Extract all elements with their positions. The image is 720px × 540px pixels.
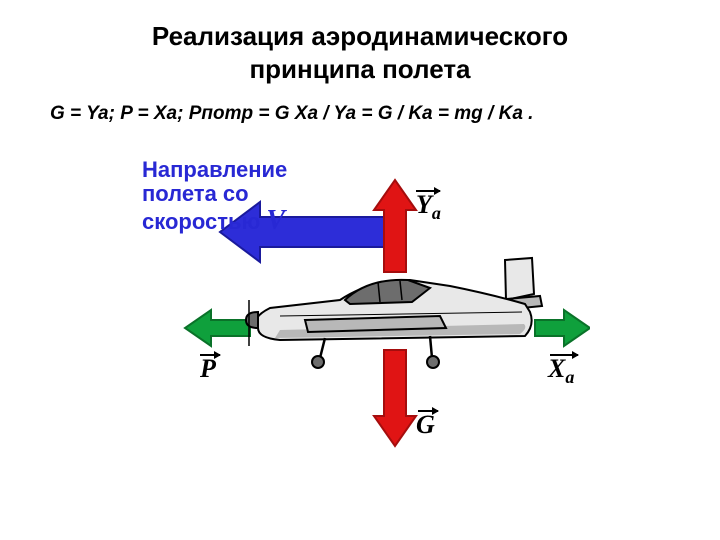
drag-arrow bbox=[535, 310, 590, 346]
title-line1: Реализация аэродинамического bbox=[152, 21, 568, 51]
g-letter: G bbox=[416, 410, 435, 439]
ya-letter: Y bbox=[416, 190, 432, 219]
p-letter: P bbox=[200, 354, 216, 383]
flight-direction-text: Направление полета со скоростью V bbox=[142, 158, 287, 237]
fd-line3-prefix: скоростью bbox=[142, 209, 266, 234]
gravity-label: G bbox=[416, 410, 435, 440]
force-diagram: Направление полета со скоростью V Ya Xa … bbox=[130, 160, 590, 480]
page-title: Реализация аэродинамического принципа по… bbox=[0, 0, 720, 85]
thrust-label: P bbox=[200, 354, 216, 384]
thrust-arrow bbox=[185, 310, 250, 346]
xa-letter: X bbox=[548, 354, 565, 383]
fd-line2: полета со bbox=[142, 181, 249, 206]
gravity-arrow bbox=[374, 350, 416, 446]
fd-line1: Направление bbox=[142, 157, 287, 182]
xa-sub: a bbox=[565, 367, 574, 387]
equation-line: G = Ya; P = Xa; Pпотр = G Xa / Ya = G / … bbox=[0, 85, 720, 125]
ya-sub: a bbox=[432, 203, 441, 223]
drag-label: Xa bbox=[548, 354, 574, 388]
fd-velocity-var: V bbox=[266, 205, 285, 236]
title-line2: принципа полета bbox=[249, 54, 470, 84]
lift-label: Ya bbox=[416, 190, 441, 224]
